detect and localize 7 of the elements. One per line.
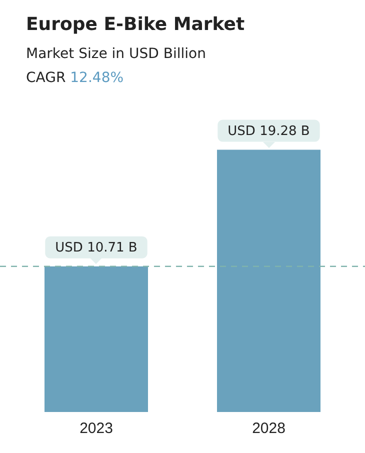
text: CAGR 12.48%: [26, 70, 124, 86]
chart-subtitle: Market Size in USD Billion: [26, 46, 206, 62]
data-label: USD 10.71 B: [55, 240, 138, 256]
chart-title: Europe E-Bike Market: [26, 14, 245, 35]
data-label: USD 19.28 B: [228, 124, 310, 140]
x-tick-label: 2028: [252, 420, 286, 438]
x-tick-label: 2023: [80, 420, 113, 438]
